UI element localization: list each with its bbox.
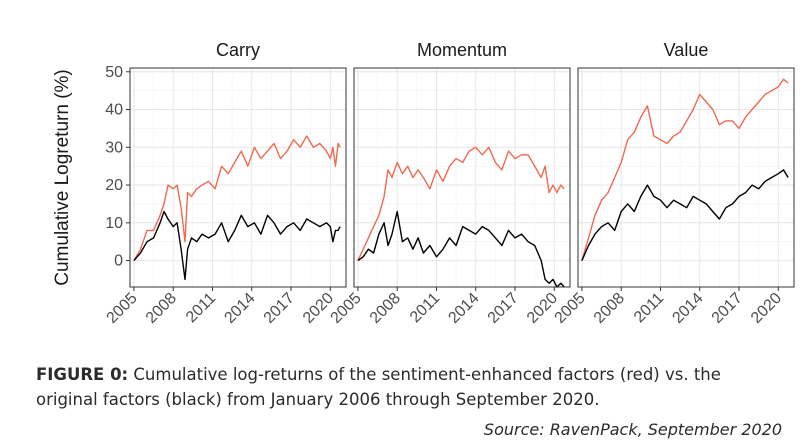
x-tick-label: 2005 (328, 290, 365, 327)
facet-title-momentum: Momentum (417, 40, 507, 60)
x-tick-label: 2014 (445, 290, 482, 327)
x-tick-label: 2014 (221, 290, 258, 327)
y-axis-title: Cumulative Logreturn (%) (52, 69, 73, 285)
x-tick-label: 2011 (631, 290, 667, 326)
x-tick-label: 2020 (300, 290, 337, 327)
x-tick-label: 2020 (748, 290, 785, 327)
y-tick-label: 0 (114, 253, 123, 270)
x-tick-label: 2005 (104, 290, 141, 327)
y-tick-label: 10 (105, 215, 123, 232)
series-line-momentum-sentiment (357, 146, 565, 261)
series-line-value-sentiment (581, 78, 789, 261)
panel-momentum: Momentum 2005 2008 2011 2014 2017 2020 (328, 40, 571, 327)
source-note: Source: RavenPack, September 2020 (483, 420, 782, 439)
figure-caption-label: FIGURE 0: (36, 365, 129, 384)
series-line-carry-original (133, 210, 341, 281)
y-tick-label: 40 (105, 102, 123, 119)
x-tick-label: 2017 (709, 290, 746, 327)
panel-border (353, 67, 571, 288)
panel-value: Value 2005 2008 2011 2014 2017 2020 (552, 40, 795, 327)
facet-title-carry: Carry (216, 40, 260, 60)
x-tick-label: 2017 (485, 290, 522, 327)
x-tick-label: 2008 (367, 290, 404, 327)
figure-caption: FIGURE 0: Cumulative log-returns of the … (36, 362, 786, 412)
series-line-value-original (581, 169, 789, 261)
series-line-momentum-original (357, 210, 565, 288)
y-tick-label: 20 (105, 177, 123, 194)
facet-title-value: Value (664, 40, 709, 60)
x-tick-label: 2008 (143, 290, 180, 327)
series-line-carry-sentiment (133, 135, 341, 261)
x-tick-label: 2005 (552, 290, 589, 327)
figure-caption-text: Cumulative log-returns of the sentiment-… (36, 365, 721, 409)
x-tick-label: 2014 (669, 290, 706, 327)
x-tick-label: 2017 (261, 290, 298, 327)
x-tick-label: 2020 (524, 290, 561, 327)
y-tick-label: 30 (105, 139, 123, 156)
panel-carry: Carry 2005 2008 2011 2014 2017 2020 (104, 40, 347, 327)
x-tick-label: 2008 (591, 290, 628, 327)
x-tick-label: 2011 (183, 290, 219, 326)
panel-border (577, 67, 795, 288)
x-tick-label: 2011 (407, 290, 443, 326)
panel-border (129, 67, 347, 288)
y-tick-label: 50 (105, 64, 123, 81)
